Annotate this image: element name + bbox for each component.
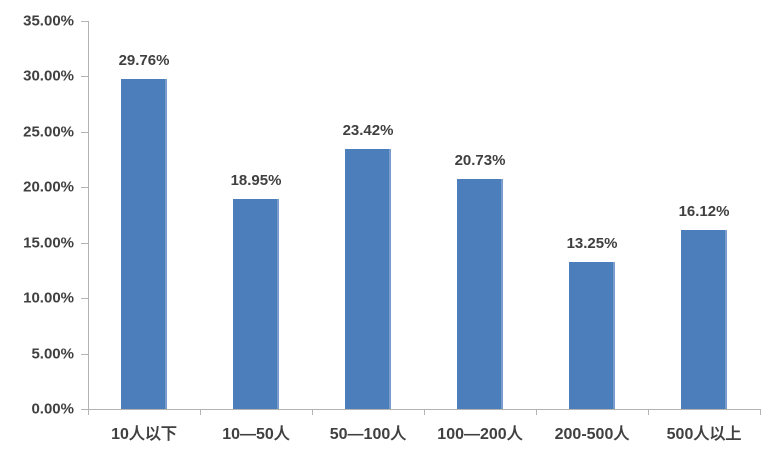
y-axis-tick-label: 15.00%	[23, 234, 74, 252]
bar	[233, 199, 279, 409]
bar-value-label: 20.73%	[454, 152, 506, 169]
x-axis-category-label: 10—50人	[222, 426, 290, 443]
bar-value-label: 13.25%	[566, 235, 618, 252]
bar	[121, 79, 167, 409]
y-axis-tick	[81, 21, 88, 22]
x-axis-tick	[88, 409, 89, 415]
bar-value-label: 18.95%	[230, 172, 282, 189]
y-axis-tick	[81, 131, 88, 133]
y-axis-tick-label: 10.00%	[23, 289, 74, 307]
y-axis-tick	[81, 409, 88, 410]
y-axis-tick	[81, 298, 88, 300]
y-axis-tick-label: 0.00%	[31, 400, 74, 418]
x-axis-tick	[536, 409, 537, 415]
x-axis-category-label: 500人以上	[666, 426, 742, 443]
bar-value-label: 16.12%	[678, 203, 730, 220]
x-axis-category-label: 10人以下	[111, 426, 177, 443]
bar	[345, 149, 391, 409]
x-axis-category-label: 100—200人	[437, 426, 523, 443]
y-axis-tick-label: 5.00%	[31, 345, 74, 363]
x-axis-tick	[760, 409, 761, 415]
y-axis-tick	[81, 187, 88, 189]
bar	[569, 262, 615, 409]
bar	[681, 230, 727, 409]
x-axis-tick	[424, 409, 425, 415]
x-axis-tick	[312, 409, 313, 415]
y-axis-tick-label: 20.00%	[23, 178, 74, 196]
x-axis-tick	[648, 409, 649, 415]
bar-value-label: 29.76%	[118, 52, 170, 69]
x-axis-category-label: 50—100人	[329, 426, 407, 443]
y-axis-tick	[81, 242, 88, 244]
y-axis-tick-label: 30.00%	[23, 67, 74, 85]
bar	[457, 179, 503, 409]
y-axis-line	[88, 21, 89, 410]
y-axis-tick	[81, 353, 88, 355]
y-axis-tick-label: 25.00%	[23, 123, 74, 141]
x-axis-tick	[200, 409, 201, 415]
y-axis-tick-label: 35.00%	[23, 12, 74, 30]
y-axis-tick	[81, 76, 88, 78]
x-axis-category-label: 200-500人	[554, 426, 630, 443]
bar-value-label: 23.42%	[342, 122, 394, 139]
